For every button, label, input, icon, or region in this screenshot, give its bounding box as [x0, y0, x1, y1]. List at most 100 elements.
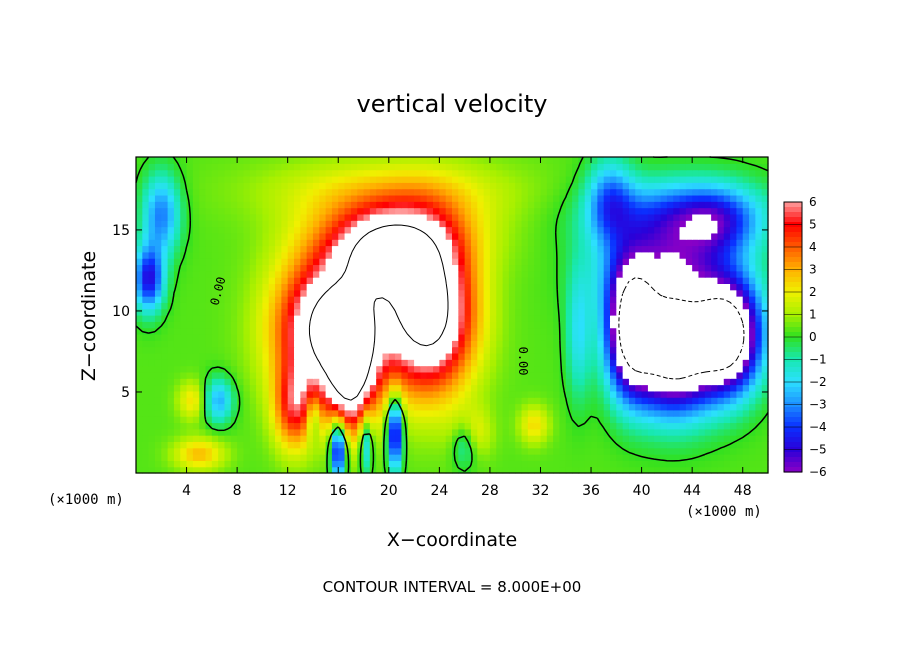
heatmap-cell	[616, 207, 624, 215]
heatmap-cell	[610, 460, 617, 468]
heatmap-cell	[218, 302, 226, 310]
heatmap-cell	[218, 466, 226, 474]
heatmap-cell	[268, 333, 276, 341]
heatmap-cell	[211, 270, 219, 278]
heatmap-cell	[388, 447, 396, 455]
heatmap-cell	[603, 403, 611, 411]
heatmap-cell	[559, 371, 567, 379]
heatmap-cell	[540, 397, 548, 405]
heatmap-cell	[262, 163, 270, 171]
heatmap-cell	[559, 409, 567, 417]
heatmap-cell	[578, 251, 586, 259]
heatmap-cell	[275, 188, 282, 196]
heatmap-cell	[540, 384, 548, 392]
heatmap-cell	[186, 251, 194, 259]
heatmap-cell	[218, 447, 226, 455]
heatmap-cell	[312, 182, 320, 190]
heatmap-cell	[433, 352, 440, 360]
heatmap-cell	[647, 466, 655, 474]
heatmap-cell	[382, 397, 390, 405]
heatmap-cell	[673, 441, 681, 449]
heatmap-cell	[584, 384, 592, 392]
heatmap-cell	[237, 460, 245, 468]
heatmap-cell	[679, 220, 687, 228]
heatmap-cell	[173, 371, 181, 379]
heatmap-cell	[730, 327, 737, 335]
heatmap-cell	[635, 270, 643, 278]
heatmap-cell	[445, 422, 453, 430]
heatmap-cell	[268, 169, 276, 177]
heatmap-cell	[622, 371, 630, 379]
heatmap-cell	[395, 163, 403, 171]
heatmap-cell	[508, 302, 516, 310]
heatmap-cell	[641, 397, 649, 405]
heatmap-cell	[344, 371, 352, 379]
heatmap-cell	[294, 435, 301, 442]
heatmap-cell	[230, 460, 238, 468]
heatmap-cell	[666, 296, 674, 303]
heatmap-cell	[761, 409, 769, 417]
heatmap-cell	[312, 359, 320, 367]
heatmap-cell	[218, 403, 226, 411]
heatmap-cell	[597, 390, 605, 398]
heatmap-cell	[142, 346, 150, 354]
heatmap-cell	[173, 428, 181, 436]
heatmap-cell	[559, 359, 567, 367]
heatmap-cell	[591, 340, 598, 348]
heatmap-cell	[136, 194, 143, 202]
heatmap-cell	[647, 251, 655, 259]
heatmap-cell	[628, 289, 636, 297]
heatmap-cell	[572, 182, 579, 190]
heatmap-cell	[445, 296, 453, 303]
heatmap-cell	[717, 169, 725, 177]
heatmap-cell	[483, 270, 491, 278]
heatmap-cell	[749, 321, 756, 329]
heatmap-cell	[161, 466, 169, 474]
heatmap-cell	[534, 213, 542, 221]
heatmap-cell	[578, 245, 586, 253]
heatmap-cell	[426, 466, 434, 474]
heatmap-cell	[685, 207, 693, 215]
heatmap-cell	[534, 207, 542, 215]
heatmap-cell	[673, 245, 681, 253]
heatmap-cell	[445, 435, 453, 442]
heatmap-cell	[331, 441, 339, 449]
heatmap-cell	[572, 403, 579, 411]
heatmap-cell	[464, 182, 472, 190]
heatmap-cell	[173, 207, 181, 215]
heatmap-cell	[711, 346, 719, 354]
heatmap-cell	[502, 435, 510, 442]
heatmap-cell	[281, 340, 289, 348]
heatmap-cell	[350, 460, 358, 468]
heatmap-cell	[192, 454, 200, 461]
heatmap-cell	[666, 428, 674, 436]
heatmap-cell	[565, 403, 573, 411]
heatmap-cell	[325, 340, 333, 348]
heatmap-cell	[654, 390, 662, 398]
heatmap-cell	[294, 416, 301, 424]
heatmap-cell	[553, 403, 561, 411]
heatmap-cell	[230, 403, 238, 411]
heatmap-cell	[224, 454, 232, 461]
heatmap-cell	[401, 220, 409, 228]
heatmap-cell	[470, 163, 478, 171]
heatmap-cell	[660, 302, 668, 310]
heatmap-cell	[268, 352, 276, 360]
heatmap-cell	[616, 384, 624, 392]
heatmap-cell	[268, 270, 276, 278]
heatmap-cell	[300, 270, 308, 278]
heatmap-cell	[641, 346, 649, 354]
heatmap-cell	[597, 188, 605, 196]
heatmap-cell	[717, 157, 725, 164]
heatmap-cell	[679, 258, 687, 266]
heatmap-cell	[237, 213, 245, 221]
heatmap-cell	[300, 245, 308, 253]
heatmap-cell	[224, 201, 232, 209]
heatmap-cell	[331, 416, 339, 424]
heatmap-cell	[433, 441, 440, 449]
heatmap-cell	[312, 302, 320, 310]
heatmap-cell	[711, 460, 719, 468]
heatmap-cell	[306, 289, 314, 297]
heatmap-cell	[338, 245, 346, 253]
heatmap-cell	[445, 207, 453, 215]
